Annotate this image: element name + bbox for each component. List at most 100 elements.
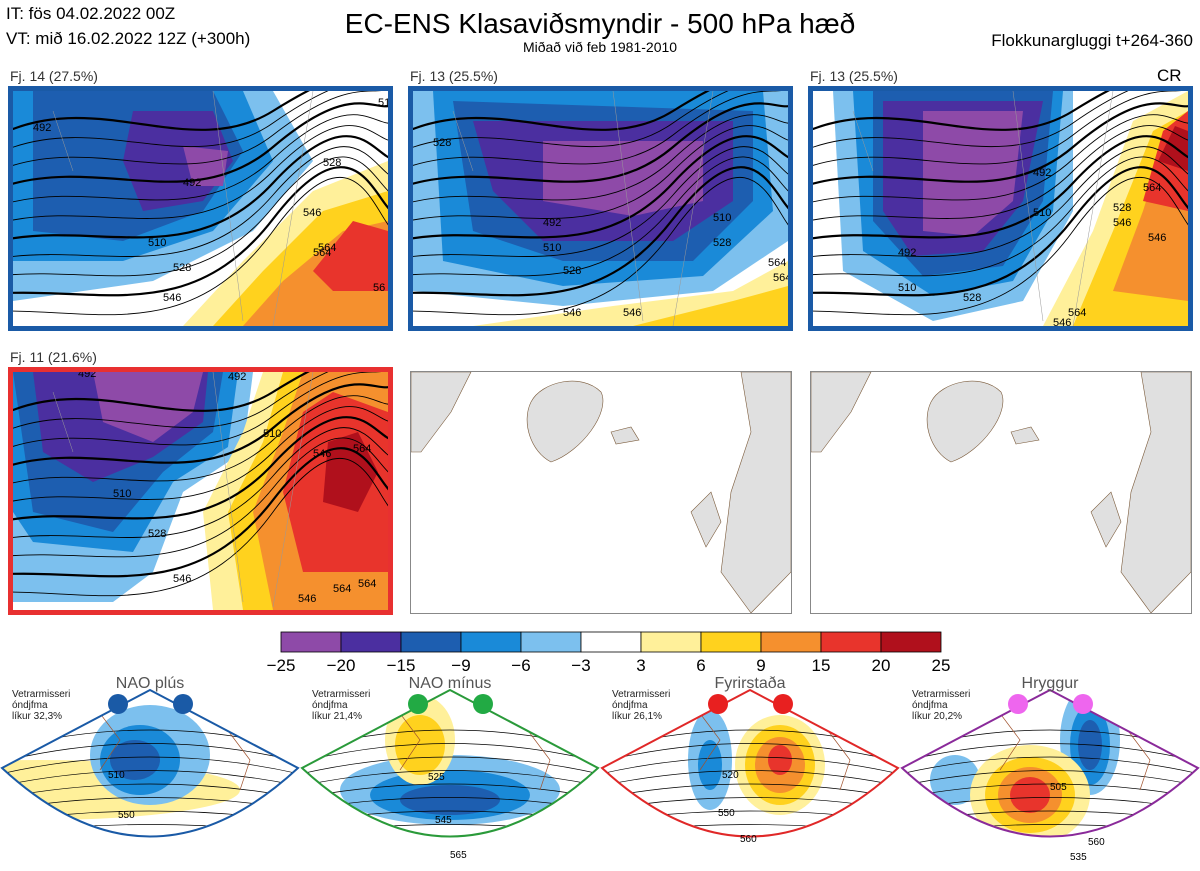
init-time: IT: fös 04.02.2022 00Z bbox=[6, 4, 176, 23]
height-contour bbox=[813, 156, 1188, 277]
height-contour bbox=[413, 125, 788, 221]
regime-sector-outline bbox=[300, 688, 600, 838]
colorbar-tick-label: 20 bbox=[871, 656, 891, 675]
height-contour bbox=[813, 91, 1129, 148]
cluster-4-map[interactable]: 492 510 528 546 564 546 564 546 564 492 510 bbox=[8, 367, 393, 615]
regime-contour-label: 525 bbox=[428, 772, 445, 783]
height-contour bbox=[813, 114, 1188, 203]
regime-3-title: Fyrirstaða bbox=[714, 675, 786, 692]
regime-contour bbox=[602, 743, 898, 763]
height-contour bbox=[813, 125, 1188, 221]
regime-indicator-dot bbox=[473, 694, 493, 714]
height-contour bbox=[13, 372, 329, 429]
height-contour bbox=[813, 102, 1188, 185]
regime-contour bbox=[302, 756, 598, 775]
regime-indicator-dot bbox=[408, 694, 428, 714]
regime-anomaly bbox=[110, 740, 160, 780]
anomaly-area bbox=[323, 432, 378, 512]
height-contour bbox=[13, 427, 388, 538]
colorbar-swatch bbox=[460, 631, 522, 653]
colorbar-swatch bbox=[880, 631, 942, 653]
regime-sector-outline bbox=[900, 688, 1200, 838]
height-contour bbox=[13, 457, 388, 597]
regime-contour-label: 520 bbox=[722, 770, 739, 781]
contour-label: 492 bbox=[183, 177, 201, 189]
contour-label: 564 bbox=[333, 583, 351, 595]
regime-1-probability-note: Vetrarmisseri óndjfma líkur 32,3% bbox=[12, 689, 71, 722]
greenland-land bbox=[926, 380, 1004, 463]
colorbar-tick-label: 9 bbox=[756, 656, 766, 675]
cluster-1-map[interactable]: 492 510 528 546 564 56 510 528 546 564 492 bbox=[8, 86, 393, 331]
contour-label: 528 bbox=[433, 137, 451, 149]
regime-indicator-dot bbox=[1008, 694, 1028, 714]
contour-label: 546 bbox=[303, 207, 321, 219]
europe-land bbox=[1120, 372, 1191, 613]
regime-sector-outline bbox=[600, 688, 900, 838]
height-contour bbox=[13, 383, 388, 466]
british-isles-land bbox=[690, 491, 722, 548]
contour-label: 528 bbox=[173, 262, 191, 274]
graticule bbox=[52, 372, 314, 608]
regime-1-schematic[interactable]: 510 550 bbox=[0, 680, 300, 870]
height-contour bbox=[13, 146, 388, 257]
regime-contour bbox=[0, 852, 300, 859]
height-contour bbox=[13, 447, 388, 578]
height-contour bbox=[13, 372, 310, 412]
regime-2-schematic[interactable]: 525 545 565 bbox=[300, 680, 600, 870]
height-contour bbox=[13, 102, 388, 185]
height-contour bbox=[13, 114, 388, 203]
regime-contour-label: 545 bbox=[435, 815, 452, 826]
contour-label: 510 bbox=[148, 237, 166, 249]
classification-window: Flokkunargluggi t+264-360 bbox=[991, 31, 1193, 50]
colorbar-tick-label: −25 bbox=[266, 656, 296, 675]
regime-contour-label: 510 bbox=[108, 770, 125, 781]
cluster-2-map[interactable]: 492510528546564546528510528564564 bbox=[408, 86, 793, 331]
cluster-4-caption: Fj. 11 (21.6%) bbox=[10, 349, 97, 365]
cluster-2-caption: Fj. 13 (25.5%) bbox=[410, 68, 498, 84]
regime-contour-label: 550 bbox=[718, 808, 735, 819]
cluster-1-caption: Fj. 14 (27.5%) bbox=[10, 68, 98, 84]
colorbar-swatch bbox=[760, 631, 822, 653]
contour-label: 510 bbox=[113, 488, 131, 500]
iceland-land bbox=[1010, 426, 1040, 445]
empty-map-2-svg bbox=[811, 372, 1191, 613]
contour-label: 546 bbox=[563, 307, 581, 319]
height-contour bbox=[413, 176, 788, 316]
regime-contour bbox=[300, 838, 600, 846]
colorbar-swatch bbox=[280, 631, 342, 653]
contour-label: 546 bbox=[1148, 232, 1166, 244]
empty-map-2 bbox=[810, 371, 1192, 614]
cluster-3-map[interactable]: 492 510 528 546 564 492 510 528 546 564 546 bbox=[808, 86, 1193, 331]
colorbar-swatch bbox=[640, 631, 702, 653]
regime-contour-label: 505 bbox=[1050, 782, 1067, 793]
regime-anomaly bbox=[768, 745, 792, 775]
regime-indicator-dot bbox=[173, 694, 193, 714]
contour-label: 492 bbox=[33, 122, 51, 134]
regime-3-schematic[interactable]: 520 550 560 bbox=[600, 680, 900, 870]
regime-contour bbox=[302, 770, 598, 787]
contour-label: 528 bbox=[323, 157, 341, 169]
contour-label: 546 bbox=[298, 593, 316, 605]
regime-contour bbox=[2, 756, 298, 775]
height-contour bbox=[13, 372, 381, 448]
contour-label: 564 bbox=[318, 242, 336, 254]
regime-indicator-dot bbox=[108, 694, 128, 714]
height-contour bbox=[13, 135, 388, 240]
regime-contour-label: 565 bbox=[450, 850, 467, 861]
regime-indicator-dot bbox=[708, 694, 728, 714]
contour-label: 546 bbox=[623, 307, 641, 319]
regime-1-title: NAO plús bbox=[115, 675, 185, 692]
regime-2-title: NAO mínus bbox=[408, 675, 492, 692]
regime-contour bbox=[900, 838, 1200, 846]
contour-label: 492 bbox=[898, 247, 916, 259]
contour-label: 492 bbox=[228, 372, 246, 383]
colorbar-swatch bbox=[340, 631, 402, 653]
contour-label: 564 bbox=[353, 443, 371, 455]
regime-contour bbox=[600, 852, 900, 859]
height-contour bbox=[13, 91, 381, 167]
contour-label: 492 bbox=[1033, 167, 1051, 179]
height-contour bbox=[413, 102, 788, 185]
contour-label: 510 bbox=[1033, 207, 1051, 219]
height-contour bbox=[13, 416, 388, 521]
